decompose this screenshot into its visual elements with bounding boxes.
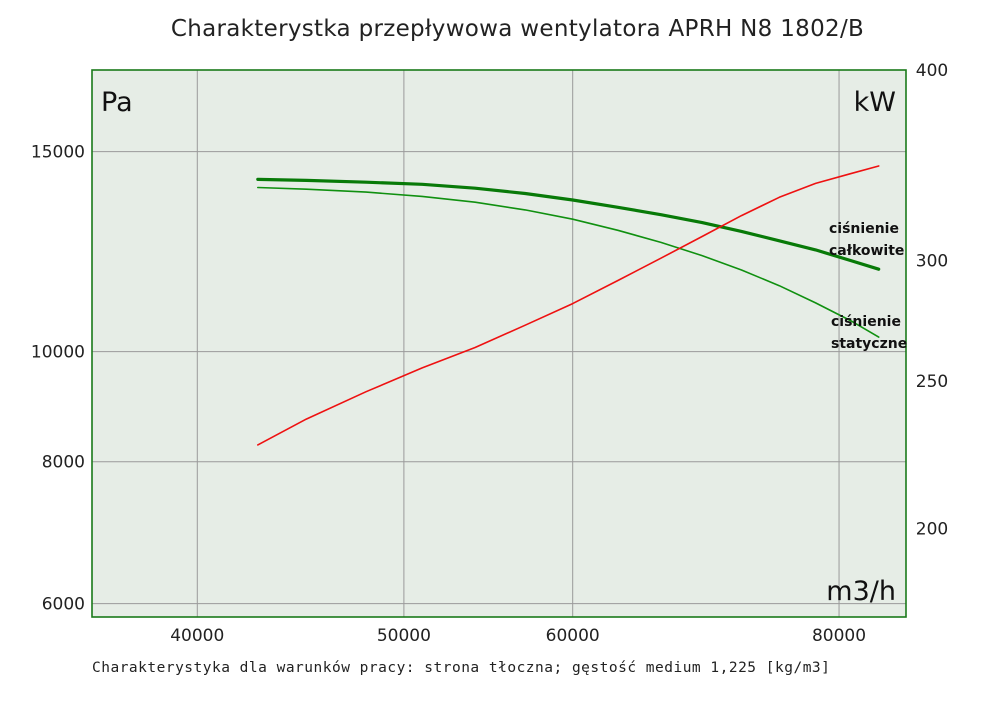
series-label-total-line2: całkowite bbox=[829, 243, 904, 259]
y2-tick-label-250: 250 bbox=[916, 372, 948, 392]
y2-tick-label-200: 200 bbox=[916, 520, 948, 540]
series-label-static-line2: statyczne bbox=[831, 336, 907, 352]
series-layer bbox=[256, 165, 881, 446]
x-tick-label-50000: 50000 bbox=[377, 626, 431, 646]
y-tick-label-8000: 8000 bbox=[42, 453, 85, 473]
y2-unit-label: kW bbox=[854, 87, 896, 118]
plot-frame bbox=[91, 69, 907, 618]
chart-footnote: Charakterystyka dla warunków pracy: stro… bbox=[92, 660, 831, 676]
y2-tick-label-400: 400 bbox=[916, 61, 948, 81]
y-unit-label: Pa bbox=[101, 87, 133, 118]
x-tick-label-60000: 60000 bbox=[546, 626, 600, 646]
series-label-total-line1: ciśnienie bbox=[829, 221, 899, 237]
grid-lines bbox=[92, 70, 906, 617]
y2-tick-label-300: 300 bbox=[916, 251, 948, 271]
y-tick-label-15000: 15000 bbox=[31, 143, 85, 163]
tick-labels: 40000 50000 60000 80000 6000 8000 10000 15000 20… bbox=[31, 61, 948, 646]
power-line bbox=[256, 165, 880, 446]
chart-title: Charakterystka przepływowa wentylatora A… bbox=[170, 16, 865, 42]
x-tick-label-40000: 40000 bbox=[170, 626, 224, 646]
y-tick-label-10000: 10000 bbox=[31, 343, 85, 363]
total-pressure-line bbox=[256, 177, 881, 271]
x-tick-label-80000: 80000 bbox=[812, 626, 866, 646]
static-pressure-line bbox=[256, 186, 880, 338]
series-label-static-line1: ciśnienie bbox=[831, 314, 901, 330]
x-unit-label: m3/h bbox=[826, 576, 896, 607]
plot-area bbox=[92, 70, 906, 617]
y-tick-label-6000: 6000 bbox=[42, 595, 85, 615]
